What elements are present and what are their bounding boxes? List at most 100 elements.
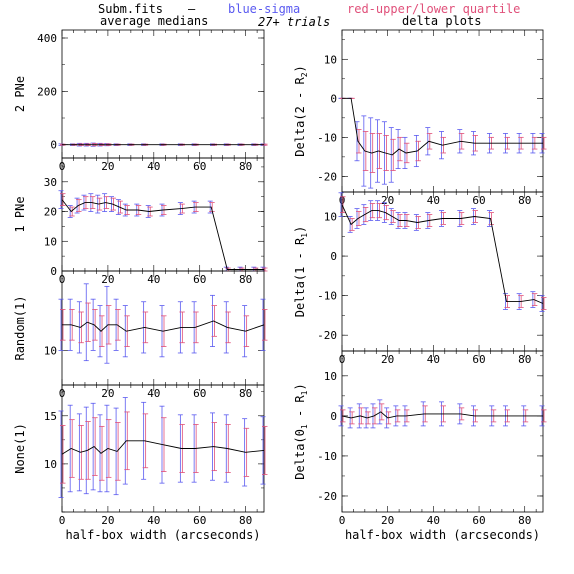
chart-6-ylabel: Delta(01 - R1)	[293, 383, 309, 479]
chart-3-xtick-label: 20	[101, 514, 114, 527]
chart-4-ytick-label: -10	[317, 131, 337, 144]
chart-0-frame	[61, 29, 265, 159]
chart-5-quartile-bar	[340, 196, 346, 213]
chart-2-median-line	[62, 320, 265, 332]
chart-1-ytick-label: 20	[44, 206, 57, 219]
chart-3-xtick-label: 80	[239, 514, 252, 527]
chart-5-xtick-label: 40	[427, 353, 440, 366]
chart-0-quartile-bar	[262, 143, 268, 146]
chart-5-ytick-label: -10	[317, 290, 337, 303]
chart-4-xtick-label: 60	[472, 194, 485, 207]
chart-5-ytick-label: -20	[317, 329, 337, 342]
chart-6-sigma-bar	[384, 407, 390, 429]
header-blue-sigma: blue-sigma	[228, 2, 300, 16]
chart-3-quartile-bar	[99, 425, 105, 481]
chart-3-quartile-bar	[115, 422, 121, 481]
chart-2-ytick-label: 10	[44, 344, 57, 357]
chart-2-sigma-bar	[83, 283, 89, 362]
chart-4-median-line	[342, 97, 543, 156]
chart-5-quartile-bar	[355, 210, 362, 227]
chart-4-frame	[341, 29, 544, 193]
chart-6-quartile-bar	[378, 403, 385, 421]
chart-5-quartile-bar	[390, 210, 396, 223]
chart-3-median-line	[61, 440, 265, 455]
chart-3-xlabel: half-box width (arcseconds)	[65, 528, 260, 542]
chart-4-ytick-label: 0	[330, 92, 337, 105]
chart-0-ytick-label: 0	[50, 139, 57, 152]
chart-2-sigma-bar	[122, 305, 128, 358]
chart-0-ytick-label: 200	[37, 85, 57, 98]
chart-2-sigma-bar	[58, 298, 64, 351]
chart-5-sigma-bar	[354, 208, 360, 229]
chart-6-frame	[341, 350, 544, 513]
chart-2-quartile-bar	[115, 309, 121, 341]
chart-5-ytick-label: 0	[330, 250, 337, 263]
chart-4-sigma-bar	[395, 129, 401, 169]
chart-2-sigma-bar	[104, 285, 110, 364]
chart-5-sigma-bar	[347, 216, 353, 233]
chart-2-xtick-label: 40	[147, 387, 160, 400]
chart-6-median-line	[341, 411, 543, 419]
chart-5-xtick-label: 80	[518, 353, 531, 366]
chart-6-panel: 0 20 40 60 80 -20 -10 0 10 Delta(01 - R1) half-box…	[293, 350, 547, 542]
chart-3-sigma-bar	[97, 414, 103, 493]
chart-3-xtick-label: 60	[193, 514, 206, 527]
chart-4-ylabel: Delta(2 - R2)	[293, 65, 309, 157]
chart-3-quartile-bar	[92, 417, 98, 476]
header-left-title: average medians	[100, 14, 208, 28]
chart-3-quartile-bar	[85, 421, 91, 480]
chart-5-xtick-label: 20	[381, 353, 394, 366]
chart-5-sigma-bar	[395, 212, 401, 229]
chart-4-sigma-bar	[361, 115, 367, 187]
chart-1-xtick-label: 80	[239, 273, 252, 286]
chart-6-xtick-label: 40	[427, 514, 440, 527]
chart-6-xtick-label: 60	[472, 514, 485, 527]
chart-1-xtick-label: 40	[147, 273, 160, 286]
chart-6-ytick-label: 10	[324, 370, 337, 383]
chart-3-panel: 0 20 40 60 80 10 15 None(1) half-box width (arcs…	[13, 384, 268, 542]
chart-0-xtick-label: 20	[101, 160, 114, 173]
header-dash: —	[188, 2, 196, 16]
chart-1-xtick-label: 60	[193, 273, 206, 286]
header-right-title: delta plots	[402, 14, 481, 28]
chart-4-quartile-bar	[397, 136, 403, 162]
chart-1-sigma-bar	[67, 205, 73, 218]
chart-2-frame	[61, 270, 265, 386]
chart-1-xtick-label: 20	[101, 273, 114, 286]
chart-2-quartile-bar	[99, 315, 105, 347]
figure-header: Subm.fits — blue-sigma red-upper/lower q…	[98, 2, 520, 29]
chart-0-xtick-label: 60	[193, 160, 206, 173]
chart-2-xtick-label: 80	[239, 387, 252, 400]
chart-5-sigma-bar	[388, 208, 394, 225]
chart-1-sigma-bar	[74, 197, 80, 214]
chart-2-ylabel: Random(1)	[13, 295, 27, 360]
chart-4-quartile-bar	[541, 136, 547, 150]
chart-6-ytick-label: 0	[330, 410, 337, 423]
chart-2-quartile-bar	[78, 311, 84, 344]
chart-3-ylabel: None(1)	[13, 423, 27, 474]
chart-4-quartile-bar	[415, 140, 421, 162]
chart-6-quartile-bar	[541, 409, 547, 423]
chart-6-ytick-label: -20	[317, 490, 337, 503]
header-prefix: Subm.fits	[98, 2, 163, 16]
chart-6-xlabel: half-box width (arcseconds)	[345, 528, 540, 542]
chart-6-sigma-bar	[338, 405, 344, 427]
chart-5-ylabel: Delta(1 - R1)	[293, 226, 309, 318]
chart-3-frame	[61, 384, 265, 513]
chart-0-ylabel: 2 PNe	[13, 76, 27, 112]
chart-3-ytick-label: 10	[44, 458, 57, 471]
chart-6-ytick-label: -10	[317, 450, 337, 463]
chart-4-ytick-label: -20	[317, 170, 337, 183]
chart-5-quartile-bar	[349, 218, 355, 231]
chart-4-sigma-bar	[425, 127, 431, 156]
chart-5-median-line	[341, 204, 544, 304]
chart-2-quartile-bar	[92, 309, 98, 341]
chart-5-xtick-label: 60	[472, 353, 485, 366]
chart-0-xtick-label: 40	[147, 160, 160, 173]
header-red-quartile: red-upper/lower quartile	[347, 2, 520, 16]
chart-3-xtick-label: 40	[147, 514, 160, 527]
chart-4-ytick-label: 10	[324, 53, 337, 66]
